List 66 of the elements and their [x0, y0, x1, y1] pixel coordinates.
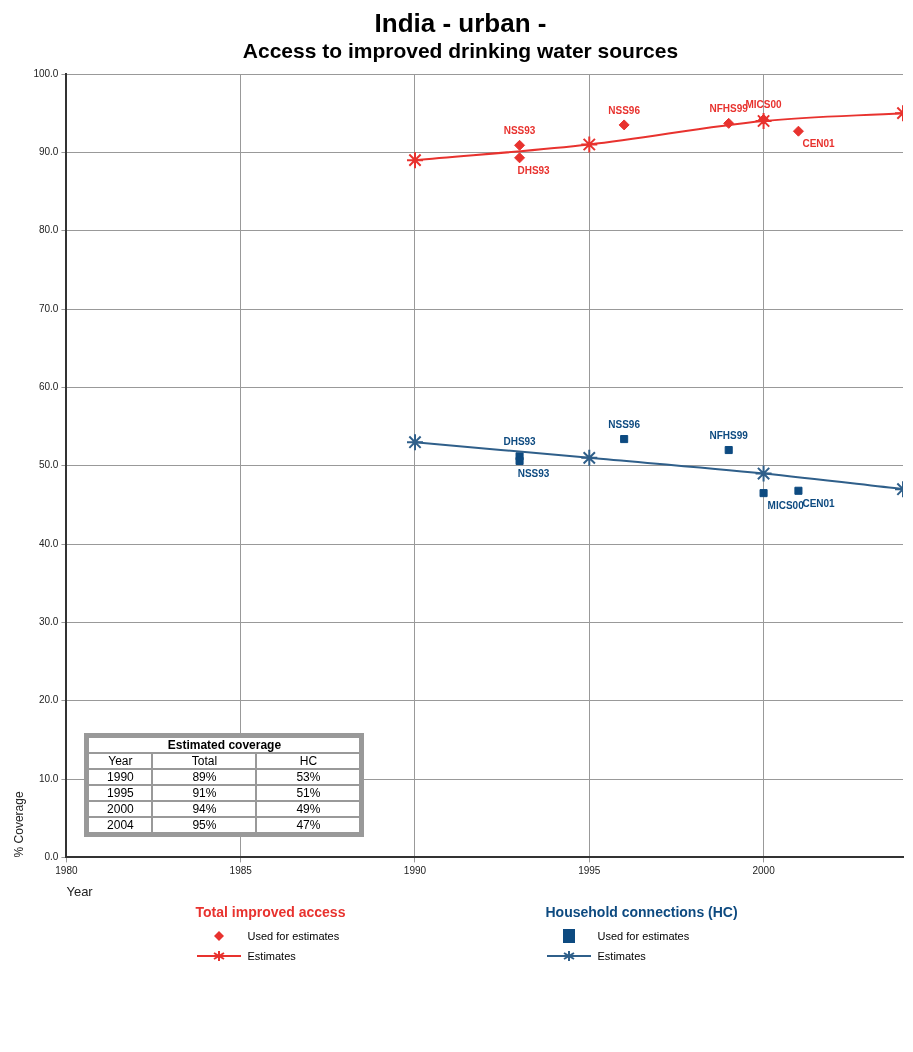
point — [618, 119, 630, 131]
annotation: Estimated coverage — [88, 737, 361, 754]
y-tick-label: 0.0 — [44, 851, 59, 863]
x-tick-label: 1980 — [55, 865, 78, 877]
annotation: 95% — [152, 817, 257, 834]
point — [514, 152, 526, 164]
annotation: 1995 — [88, 785, 153, 802]
y-axis-title: % Coverage — [11, 791, 26, 858]
annotation: 89% — [152, 769, 257, 786]
legend-label: Used for estimates — [597, 930, 690, 942]
chart-subtitle: Access to improved drinking water sources — [241, 38, 680, 64]
annotation: 1990 — [88, 769, 153, 786]
annotation: Total — [152, 753, 257, 770]
annotation: CEN01 — [802, 137, 836, 149]
point — [794, 486, 803, 495]
y-tick-label: 30.0 — [38, 616, 59, 628]
point — [406, 151, 424, 170]
annotation: 51% — [256, 785, 361, 802]
annotation: NSS93 — [517, 467, 550, 479]
y-tick-label: 80.0 — [38, 224, 59, 236]
annotation: NSS96 — [608, 418, 641, 430]
point — [620, 435, 629, 444]
legend-label: Estimates — [597, 950, 646, 962]
y-tick-label: 90.0 — [38, 146, 59, 158]
annotation: 91% — [152, 785, 257, 802]
point — [724, 446, 733, 455]
legend-label: Estimates — [247, 950, 296, 962]
chart-title: India - urban - — [373, 8, 548, 38]
y-tick-label: 100.0 — [33, 67, 59, 79]
point — [759, 489, 768, 498]
x-axis-title: Year — [66, 883, 94, 899]
y-tick-label: 50.0 — [38, 459, 59, 471]
x-tick-label: 1985 — [229, 865, 253, 877]
annotation: 94% — [152, 801, 257, 818]
annotation: NSS96 — [608, 104, 641, 116]
point — [514, 139, 526, 151]
legend-label: Used for estimates — [247, 930, 340, 942]
annotation: DHS93 — [503, 436, 537, 448]
annotation: CEN01 — [802, 497, 836, 509]
point — [515, 456, 524, 466]
point — [754, 464, 773, 483]
y-tick-label: 10.0 — [38, 772, 59, 784]
y-tick-label: 20.0 — [38, 694, 59, 706]
annotation: Year — [88, 753, 153, 770]
annotation: NSS93 — [503, 125, 536, 137]
point — [580, 448, 599, 467]
annotation: 53% — [256, 769, 361, 786]
annotation: 49% — [256, 801, 361, 818]
text: Household connections (HC) — [545, 904, 739, 920]
text: Total improved access — [195, 904, 347, 920]
point — [580, 135, 599, 154]
annotation: DHS93 — [517, 164, 551, 176]
annotation: 2000 — [88, 801, 153, 818]
y-tick-label: 60.0 — [38, 381, 59, 393]
annotation: 2004 — [88, 817, 153, 834]
x-tick-label: 1990 — [403, 865, 427, 877]
annotation: HC — [256, 753, 361, 770]
point — [754, 112, 773, 130]
annotation: NFHS99 — [709, 429, 749, 441]
x-tick-label: 2000 — [752, 865, 776, 877]
annotation: 47% — [256, 817, 361, 834]
y-tick-label: 40.0 — [38, 537, 59, 549]
point — [406, 433, 424, 452]
y-tick-label: 70.0 — [38, 302, 59, 314]
x-tick-label: 1995 — [578, 865, 601, 877]
point — [792, 125, 804, 137]
